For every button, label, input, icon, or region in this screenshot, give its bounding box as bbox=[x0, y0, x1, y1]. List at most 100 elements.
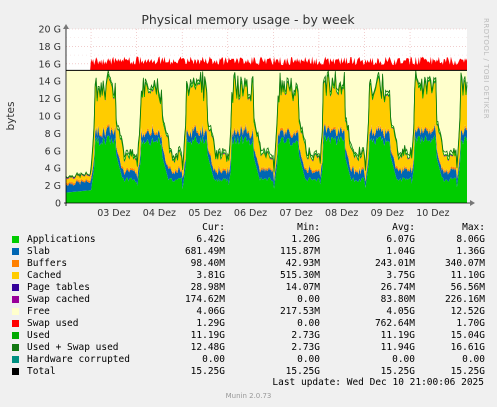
legend-name: Total bbox=[27, 366, 56, 377]
area-slab bbox=[66, 124, 467, 193]
legend-min: 0.00 bbox=[297, 318, 320, 329]
x-tick-label: 09 Dez bbox=[371, 208, 404, 219]
y-axis-label: bytes bbox=[5, 102, 17, 131]
y-tick-label: 18 G bbox=[39, 42, 61, 53]
legend-swatch bbox=[12, 248, 19, 255]
x-tick-label: 06 Dez bbox=[234, 208, 267, 219]
y-tick-label: 0 bbox=[55, 199, 61, 210]
legend-name: Slab bbox=[27, 246, 50, 257]
legend-min: 42.93M bbox=[285, 258, 320, 269]
legend-swatch bbox=[12, 284, 19, 291]
legend-name: Swap cached bbox=[27, 294, 90, 305]
legend-name: Used bbox=[27, 330, 50, 341]
legend-min: 1.20G bbox=[291, 234, 320, 245]
legend-row: Slab 681.49M 115.87M 1.04G 1.36G bbox=[12, 246, 487, 258]
last-update: Last update: Wed Dec 10 21:00:06 2025 bbox=[272, 377, 484, 388]
legend-max: 8.06G bbox=[456, 234, 485, 245]
legend-row: Used 11.19G 2.73G 11.19G 15.04G bbox=[12, 330, 487, 342]
legend-row: Free 4.06G 217.53M 4.05G 12.52G bbox=[12, 306, 487, 318]
area-buffers bbox=[66, 122, 467, 186]
legend-swatch bbox=[12, 296, 19, 303]
legend-row: Applications 6.42G 1.20G 6.07G 8.06G bbox=[12, 234, 487, 246]
legend-row: Used + Swap used 12.48G 2.73G 11.94G 16.61G bbox=[12, 342, 487, 354]
header-max: Max: bbox=[462, 222, 485, 233]
legend-row: Hardware corrupted 0.00 0.00 0.00 0.00 bbox=[12, 354, 487, 366]
legend-swatch bbox=[12, 236, 19, 243]
legend-avg: 6.07G bbox=[386, 234, 415, 245]
memory-chart: Physical memory usage - by week bytes 0 2… bbox=[5, 12, 475, 219]
legend-avg: 243.01M bbox=[374, 258, 415, 269]
legend-swatch bbox=[12, 260, 19, 267]
legend-row: Page tables 28.98M 14.07M 26.74M 56.56M bbox=[12, 282, 487, 294]
y-tick-label: 8 G bbox=[45, 129, 61, 140]
legend-name: Buffers bbox=[27, 258, 68, 269]
legend-row: Buffers 98.40M 42.93M 243.01M 340.07M bbox=[12, 258, 487, 270]
header-cur: Cur: bbox=[202, 222, 225, 233]
legend-name: Hardware corrupted bbox=[27, 354, 130, 365]
legend-max: 15.25G bbox=[450, 366, 485, 377]
legend-max: 226.16M bbox=[444, 294, 485, 305]
legend-name: Cached bbox=[27, 270, 62, 281]
x-tick-label: 04 Dez bbox=[143, 208, 176, 219]
legend-max: 1.70G bbox=[456, 318, 485, 329]
x-tick-label: 08 Dez bbox=[325, 208, 358, 219]
legend-avg: 3.75G bbox=[386, 270, 415, 281]
x-tick-label: 05 Dez bbox=[188, 208, 221, 219]
x-axis-arrow bbox=[470, 200, 475, 206]
legend-min: 2.73G bbox=[291, 330, 320, 341]
y-ticks: 0 2 G 4 G 6 G 8 G 10 G 12 G 14 G 16 G 18 G 20 G bbox=[39, 25, 61, 210]
y-tick-label: 20 G bbox=[39, 25, 61, 36]
y-tick-label: 2 G bbox=[45, 181, 61, 192]
line-used-swap bbox=[65, 69, 468, 179]
legend-cur: 4.06G bbox=[196, 306, 225, 317]
legend-cur: 174.62M bbox=[184, 294, 225, 305]
legend-row: Swap used 1.29G 0.00 762.64M 1.70G bbox=[12, 318, 487, 330]
area-swap-used bbox=[66, 56, 467, 71]
legend-max: 15.04G bbox=[450, 330, 485, 341]
chart-title: Physical memory usage - by week bbox=[141, 12, 355, 27]
legend-cur: 98.40M bbox=[190, 258, 225, 269]
x-ticks: 03 Dez 04 Dez 05 Dez 06 Dez 07 Dez 08 Dez 09 D… bbox=[97, 208, 449, 219]
legend-min: 515.30M bbox=[279, 270, 320, 281]
header-min: Min: bbox=[297, 222, 320, 233]
legend-name: Swap used bbox=[27, 318, 79, 329]
y-tick-label: 10 G bbox=[39, 112, 61, 123]
stacked-areas bbox=[66, 56, 467, 203]
legend-avg: 83.80M bbox=[380, 294, 415, 305]
legend-max: 56.56M bbox=[450, 282, 485, 293]
legend-row: Cached 3.81G 515.30M 3.75G 11.10G bbox=[12, 270, 487, 282]
legend-name: Used + Swap used bbox=[27, 342, 119, 353]
legend-swatch bbox=[12, 308, 19, 315]
legend-name: Applications bbox=[27, 234, 96, 245]
legend-min: 2.73G bbox=[291, 342, 320, 353]
legend-avg: 11.19G bbox=[380, 330, 415, 341]
legend-max: 1.36G bbox=[456, 246, 485, 257]
legend-avg: 762.64M bbox=[374, 318, 415, 329]
rrdtool-credit: RRDTOOL / TOBI OETIKER bbox=[482, 18, 490, 120]
legend-swatch bbox=[12, 332, 19, 339]
legend-avg: 11.94G bbox=[380, 342, 415, 353]
legend-swatch bbox=[12, 272, 19, 279]
legend-swatch bbox=[12, 356, 19, 363]
y-tick-label: 6 G bbox=[45, 146, 61, 157]
legend-max: 0.00 bbox=[462, 354, 485, 365]
x-tick-label: 07 Dez bbox=[279, 208, 312, 219]
legend-row: Total 15.25G 15.25G 15.25G 15.25G bbox=[12, 366, 487, 378]
legend-min: 0.00 bbox=[297, 354, 320, 365]
legend-max: 340.07M bbox=[444, 258, 485, 269]
legend-cur: 12.48G bbox=[190, 342, 225, 353]
legend-min: 217.53M bbox=[279, 306, 320, 317]
y-tick-label: 4 G bbox=[45, 164, 61, 175]
legend-row: Swap cached 174.62M 0.00 83.80M 226.16M bbox=[12, 294, 487, 306]
y-tick-label: 14 G bbox=[39, 77, 61, 88]
legend-max: 16.61G bbox=[450, 342, 485, 353]
legend-min: 115.87M bbox=[279, 246, 320, 257]
legend-name: Free bbox=[27, 306, 50, 317]
legend-cur: 6.42G bbox=[196, 234, 225, 245]
legend-max: 11.10G bbox=[450, 270, 485, 281]
series-lines bbox=[65, 69, 468, 179]
legend-cur: 3.81G bbox=[196, 270, 225, 281]
legend-max: 12.52G bbox=[450, 306, 485, 317]
legend-avg: 26.74M bbox=[380, 282, 415, 293]
legend-min: 15.25G bbox=[285, 366, 320, 377]
